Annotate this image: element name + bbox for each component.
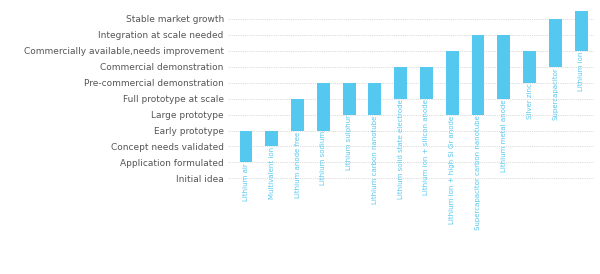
Bar (394, 67, 407, 99)
Bar (343, 83, 356, 115)
Bar (549, 19, 562, 67)
Bar (317, 83, 330, 130)
Bar (497, 35, 510, 99)
Bar (239, 130, 253, 162)
Text: Lithium metal anode: Lithium metal anode (501, 99, 507, 172)
Bar (446, 51, 458, 115)
Text: Lithium ion: Lithium ion (578, 52, 584, 91)
Bar (523, 51, 536, 83)
Text: Lithium air: Lithium air (243, 163, 249, 201)
Text: Supercapacitor carbon nanotube: Supercapacitor carbon nanotube (475, 115, 481, 230)
Text: Lithium sodium: Lithium sodium (320, 131, 326, 185)
Bar (368, 83, 382, 115)
Text: Lithium carbon nanotube: Lithium carbon nanotube (372, 115, 378, 204)
Text: Lithium sulphur: Lithium sulphur (346, 115, 352, 170)
Text: Silver zinc: Silver zinc (527, 84, 533, 119)
Text: Lithium ion + silicon anode: Lithium ion + silicon anode (424, 99, 430, 195)
Text: Lithium solid state electrode: Lithium solid state electrode (398, 99, 404, 199)
Text: Supercapacitor: Supercapacitor (553, 68, 559, 120)
Text: Lithium anode free: Lithium anode free (295, 131, 301, 198)
Text: Lithium ion + high Si Gr anode: Lithium ion + high Si Gr anode (449, 115, 455, 224)
Bar (265, 130, 278, 147)
Text: Multivalent ion: Multivalent ion (269, 147, 275, 199)
Bar (420, 67, 433, 99)
Bar (291, 99, 304, 130)
Bar (472, 35, 484, 115)
Bar (575, 3, 587, 51)
